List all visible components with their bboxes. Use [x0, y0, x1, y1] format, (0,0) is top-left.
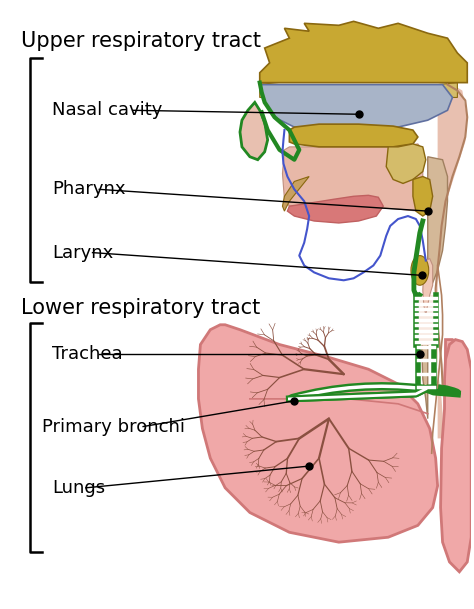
- Polygon shape: [386, 144, 426, 183]
- Text: Lungs: Lungs: [52, 479, 105, 497]
- Polygon shape: [290, 124, 418, 147]
- Ellipse shape: [411, 256, 428, 285]
- Bar: [416, 295, 436, 345]
- Polygon shape: [413, 177, 433, 216]
- Polygon shape: [260, 83, 453, 130]
- Text: Pharynx: Pharynx: [52, 180, 126, 199]
- Text: Lower respiratory tract: Lower respiratory tract: [20, 298, 260, 318]
- Text: Larynx: Larynx: [52, 244, 113, 262]
- Polygon shape: [287, 195, 383, 223]
- Polygon shape: [199, 325, 438, 542]
- Text: Trachea: Trachea: [52, 345, 123, 364]
- Text: Upper respiratory tract: Upper respiratory tract: [20, 31, 261, 51]
- Polygon shape: [445, 340, 471, 552]
- Polygon shape: [240, 102, 268, 160]
- Polygon shape: [422, 157, 447, 418]
- Polygon shape: [434, 85, 467, 438]
- Polygon shape: [423, 259, 433, 315]
- Text: Primary bronchi: Primary bronchi: [42, 418, 185, 435]
- Polygon shape: [441, 340, 471, 572]
- Polygon shape: [260, 21, 467, 83]
- Polygon shape: [283, 144, 423, 211]
- Text: Nasal cavity: Nasal cavity: [52, 101, 163, 119]
- Polygon shape: [283, 177, 309, 211]
- Polygon shape: [260, 83, 457, 97]
